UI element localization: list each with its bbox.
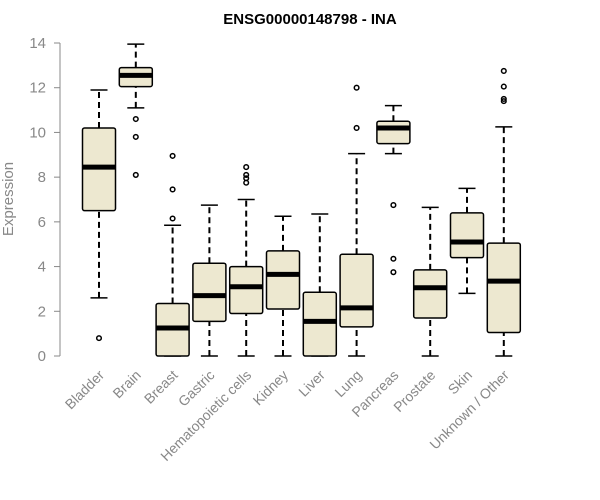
- box-unknown-other: [486, 67, 522, 357]
- iqr-box: [228, 265, 264, 315]
- outlier-point: [390, 202, 397, 209]
- box-pancreas: [376, 104, 411, 276]
- iqr-box: [339, 253, 374, 328]
- x-tick-label-brain: Brain: [109, 367, 143, 401]
- outlier-point: [500, 98, 507, 105]
- outlier-point: [390, 255, 397, 262]
- outlier-point: [500, 95, 507, 102]
- outlier-point: [169, 215, 176, 222]
- iqr-box: [412, 269, 448, 319]
- iqr-box: [265, 250, 301, 310]
- y-tick-label: 2: [38, 303, 46, 320]
- y-tick-label: 10: [29, 124, 46, 141]
- x-tick-label-skin: Skin: [445, 367, 476, 398]
- outlier-point: [132, 115, 139, 123]
- outlier-point: [500, 83, 507, 90]
- box-series-group: [81, 43, 522, 357]
- outlier-point: [353, 84, 360, 91]
- outlier-point: [169, 152, 176, 159]
- box-liver: [302, 213, 338, 357]
- box-brain: [118, 43, 154, 178]
- box-hematopoietic-cells: [228, 164, 264, 357]
- x-tick-label-prostate: Prostate: [390, 367, 438, 415]
- y-tick-label: 8: [38, 169, 46, 186]
- iqr-box: [486, 242, 522, 334]
- box-lung: [339, 84, 374, 357]
- x-tick-label-liver: Liver: [295, 367, 328, 400]
- box-gastric: [192, 204, 227, 357]
- outlier-point: [132, 133, 139, 140]
- outlier-point: [95, 335, 103, 342]
- box-breast: [155, 152, 190, 357]
- outlier-point: [390, 269, 397, 276]
- x-tick-label-breast: Breast: [141, 367, 181, 407]
- y-axis: 0 2 4 6 8 10 12 14: [29, 35, 61, 365]
- box-prostate: [412, 206, 448, 357]
- iqr-box: [449, 212, 485, 259]
- iqr-box: [376, 120, 411, 145]
- y-tick-label: 0: [38, 348, 46, 365]
- x-tick-label-kidney: Kidney: [250, 367, 292, 409]
- y-tick-label: 14: [29, 35, 46, 52]
- outlier-point: [169, 186, 176, 193]
- box-skin: [449, 187, 485, 295]
- outlier-point: [353, 124, 360, 132]
- box-kidney: [265, 215, 301, 357]
- iqr-box: [302, 291, 338, 357]
- iqr-box: [192, 262, 227, 323]
- x-tick-label-lung: Lung: [331, 367, 364, 400]
- y-tick-label: 12: [29, 80, 46, 97]
- outlier-point: [243, 175, 250, 182]
- y-tick-label: 6: [38, 214, 46, 231]
- outlier-point: [243, 171, 250, 178]
- x-tick-label-bladder: Bladder: [62, 367, 108, 413]
- chart-title: ENSG00000148798 - INA: [223, 11, 397, 28]
- y-tick-label: 4: [38, 259, 46, 276]
- box-bladder: [81, 89, 117, 342]
- outlier-point: [243, 164, 250, 171]
- outlier-point: [132, 171, 139, 178]
- y-axis-label: Expression: [0, 162, 17, 236]
- outlier-point: [500, 67, 507, 74]
